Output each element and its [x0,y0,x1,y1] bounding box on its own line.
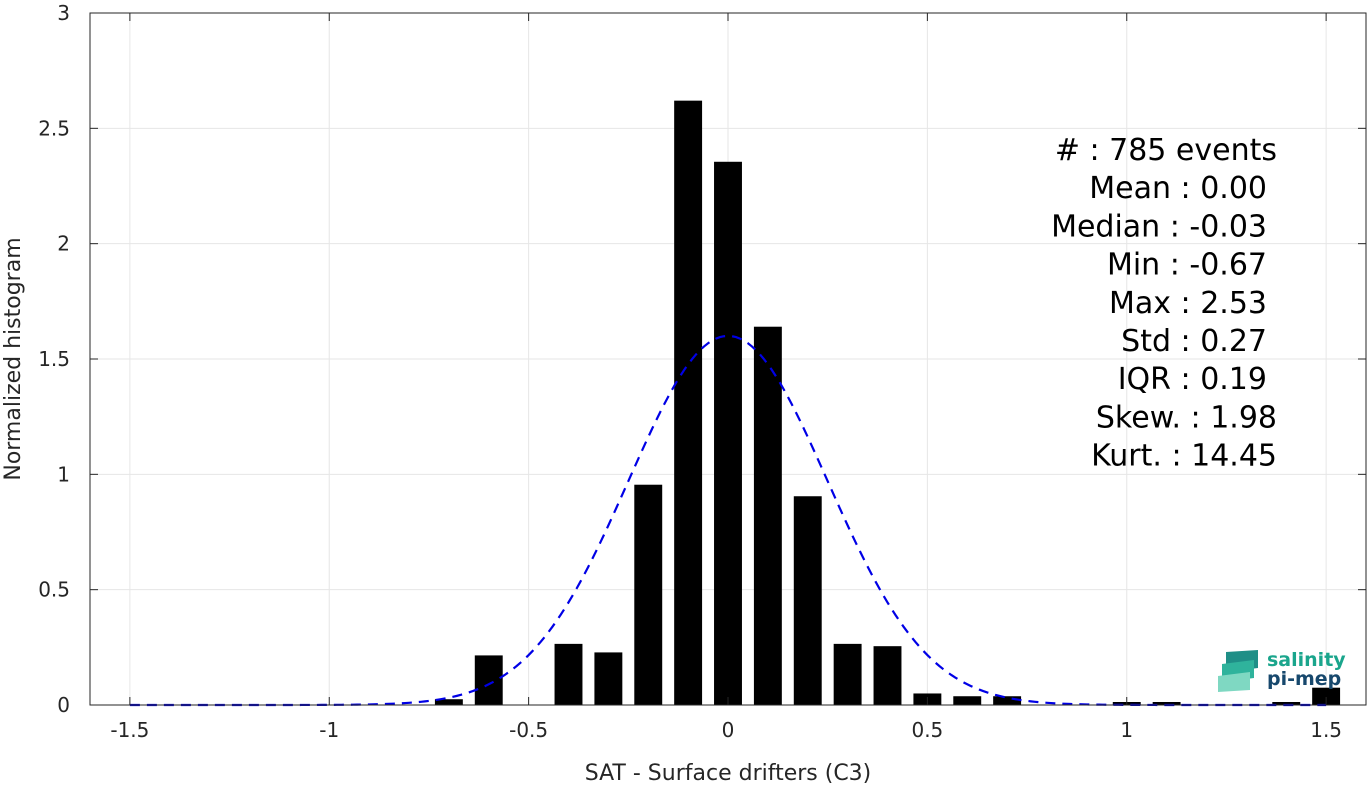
x-tick-label: -0.5 [509,718,548,742]
stats-line: # : 785 events [1055,133,1277,168]
histogram-bar [714,161,742,705]
x-tick-label: 1 [1120,718,1133,742]
stats-line: IQR : 0.19 [1118,362,1267,397]
stats-line: Skew. : 1.98 [1096,400,1277,435]
x-tick-label: 0 [722,718,735,742]
stats-line: Max : 2.53 [1109,286,1267,321]
stats-line: Mean : 0.00 [1089,171,1267,206]
histogram-bar [953,696,982,705]
stats-line: Std : 0.27 [1121,324,1267,359]
histogram-bar [833,643,862,705]
histogram-bar [594,652,623,705]
stats-line: Min : -0.67 [1107,248,1267,283]
histogram-bar [753,326,782,705]
histogram-bar [793,496,822,705]
histogram-bar [1272,702,1301,705]
histogram-bar [674,100,703,706]
salinity-pi-mep-logo: salinity pi-mep [1218,649,1346,692]
x-tick-label: 1.5 [1310,718,1342,742]
y-tick-label: 1.5 [38,347,70,371]
stats-line: Kurt. : 14.45 [1091,439,1277,474]
x-tick-label: 0.5 [911,718,943,742]
histogram-bar [434,699,463,705]
histogram-bars [434,100,1341,706]
y-tick-label: 2 [57,232,70,256]
stats-line: Median : -0.03 [1051,209,1267,244]
x-tick-label: -1.5 [110,718,149,742]
y-axis-label: Normalized histogram [1,237,26,480]
histogram-bar [634,484,663,705]
x-tick-label: -1 [319,718,339,742]
histogram-bar [1312,687,1341,705]
logo-line2: pi-mep [1267,668,1341,690]
histogram-bar [554,643,583,705]
histogram-bar [993,696,1022,705]
histogram-bar [474,655,503,705]
y-tick-label: 1 [57,462,70,486]
y-tick-label: 2.5 [38,116,70,140]
y-tick-label: 0.5 [38,578,70,602]
logo-mark-icon [1218,650,1258,692]
logo-line1: salinity [1267,649,1346,671]
axis-ticks: -1.5 -1 -0.5 0 0.5 1 1.5 0 0.5 1 1.5 2 2.5 3 [38,1,1366,742]
y-tick-label: 3 [57,1,70,25]
histogram-bar [1152,702,1181,705]
x-axis-label: SAT - Surface drifters (C3) [585,761,872,785]
histogram-bar [873,646,902,705]
y-tick-label: 0 [57,693,70,717]
